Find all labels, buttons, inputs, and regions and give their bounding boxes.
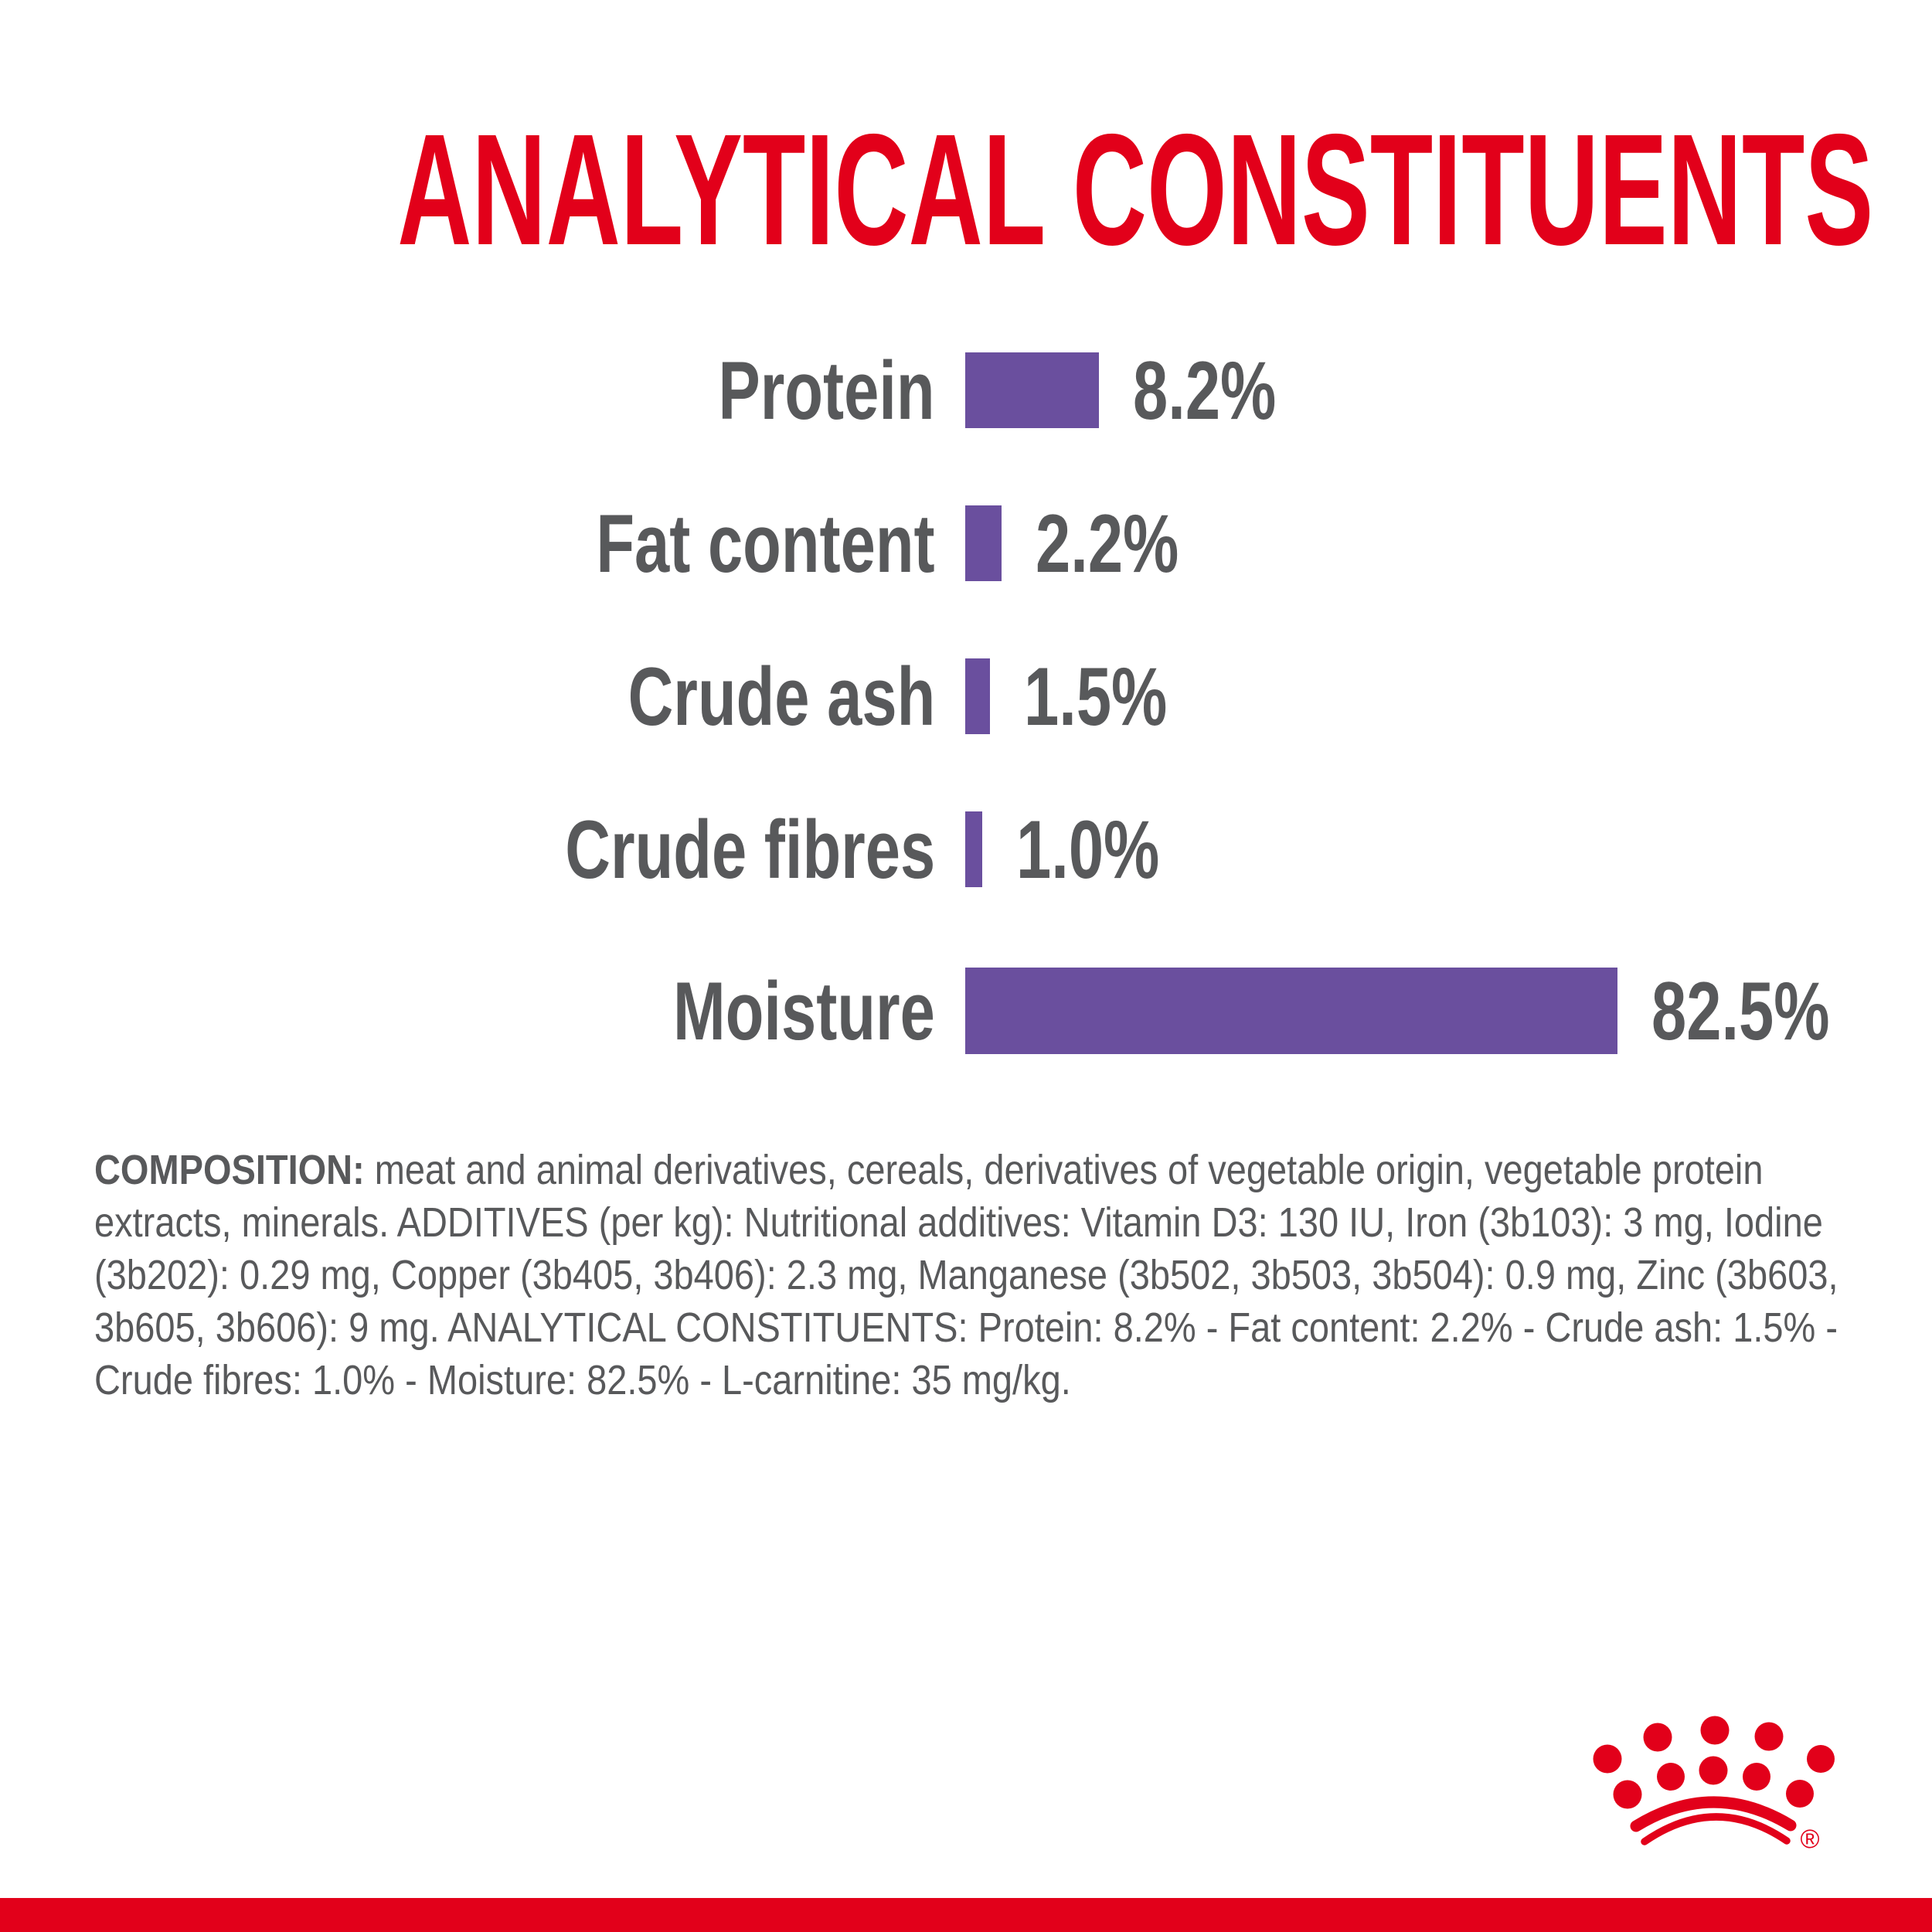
page-title: ANALYTICAL CONSTITUENTS xyxy=(0,111,1932,269)
bottom-red-stripe xyxy=(0,1898,1932,1932)
registered-trademark-icon: ® xyxy=(1800,1825,1819,1854)
category-label: Crude ash xyxy=(628,649,935,743)
composition-text: meat and animal derivatives, cereals, de… xyxy=(94,1147,1838,1403)
composition-label: COMPOSITION: xyxy=(94,1147,365,1193)
value-bar xyxy=(965,811,982,887)
value-label: 1.0% xyxy=(1016,802,1160,896)
page-title-text: ANALYTICAL CONSTITUENTS xyxy=(397,101,1874,278)
crown-dots xyxy=(1593,1716,1835,1809)
value-label: 2.2% xyxy=(1036,496,1179,590)
category-label: Crude fibres xyxy=(565,802,935,896)
chart-row: Crude fibres 1.0% xyxy=(0,808,1932,890)
value-label: 82.5% xyxy=(1651,964,1830,1057)
value-label: 8.2% xyxy=(1133,343,1277,437)
value-bar xyxy=(965,505,1002,581)
chart-row: Crude ash 1.5% xyxy=(0,655,1932,737)
value-label: 1.5% xyxy=(1024,649,1168,743)
category-label: Protein xyxy=(718,343,935,437)
value-bar xyxy=(965,658,990,734)
chart-row: Moisture 82.5% xyxy=(0,968,1932,1054)
value-bar xyxy=(965,968,1617,1054)
crown-base-arcs xyxy=(1630,1796,1797,1845)
royal-canin-crown-logo: ® xyxy=(1593,1716,1835,1854)
composition-paragraph: COMPOSITION: meat and animal derivatives… xyxy=(94,1144,1849,1406)
chart-row: Fat content 2.2% xyxy=(0,502,1932,584)
category-label: Fat content xyxy=(596,496,935,590)
category-label: Moisture xyxy=(673,964,935,1057)
value-bar xyxy=(965,352,1099,428)
chart-row: Protein 8.2% xyxy=(0,349,1932,431)
